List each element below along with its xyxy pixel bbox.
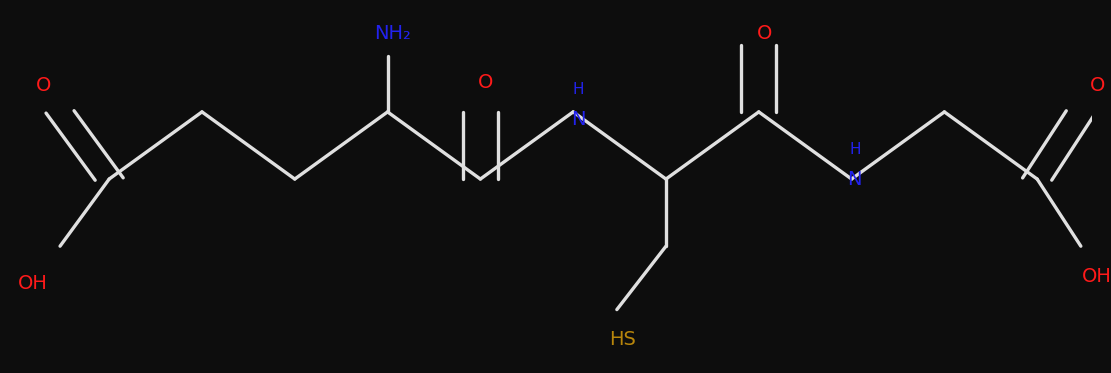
Text: O: O <box>478 73 493 91</box>
Text: O: O <box>757 24 772 43</box>
Text: NH₂: NH₂ <box>374 24 411 43</box>
Text: H: H <box>849 142 861 157</box>
Text: OH: OH <box>1082 267 1111 285</box>
Text: H: H <box>573 82 584 97</box>
Text: N: N <box>571 110 585 129</box>
Text: N: N <box>848 170 862 188</box>
Text: OH: OH <box>18 274 48 293</box>
Text: O: O <box>1090 76 1105 95</box>
Text: O: O <box>36 76 51 95</box>
Text: HS: HS <box>609 330 635 349</box>
